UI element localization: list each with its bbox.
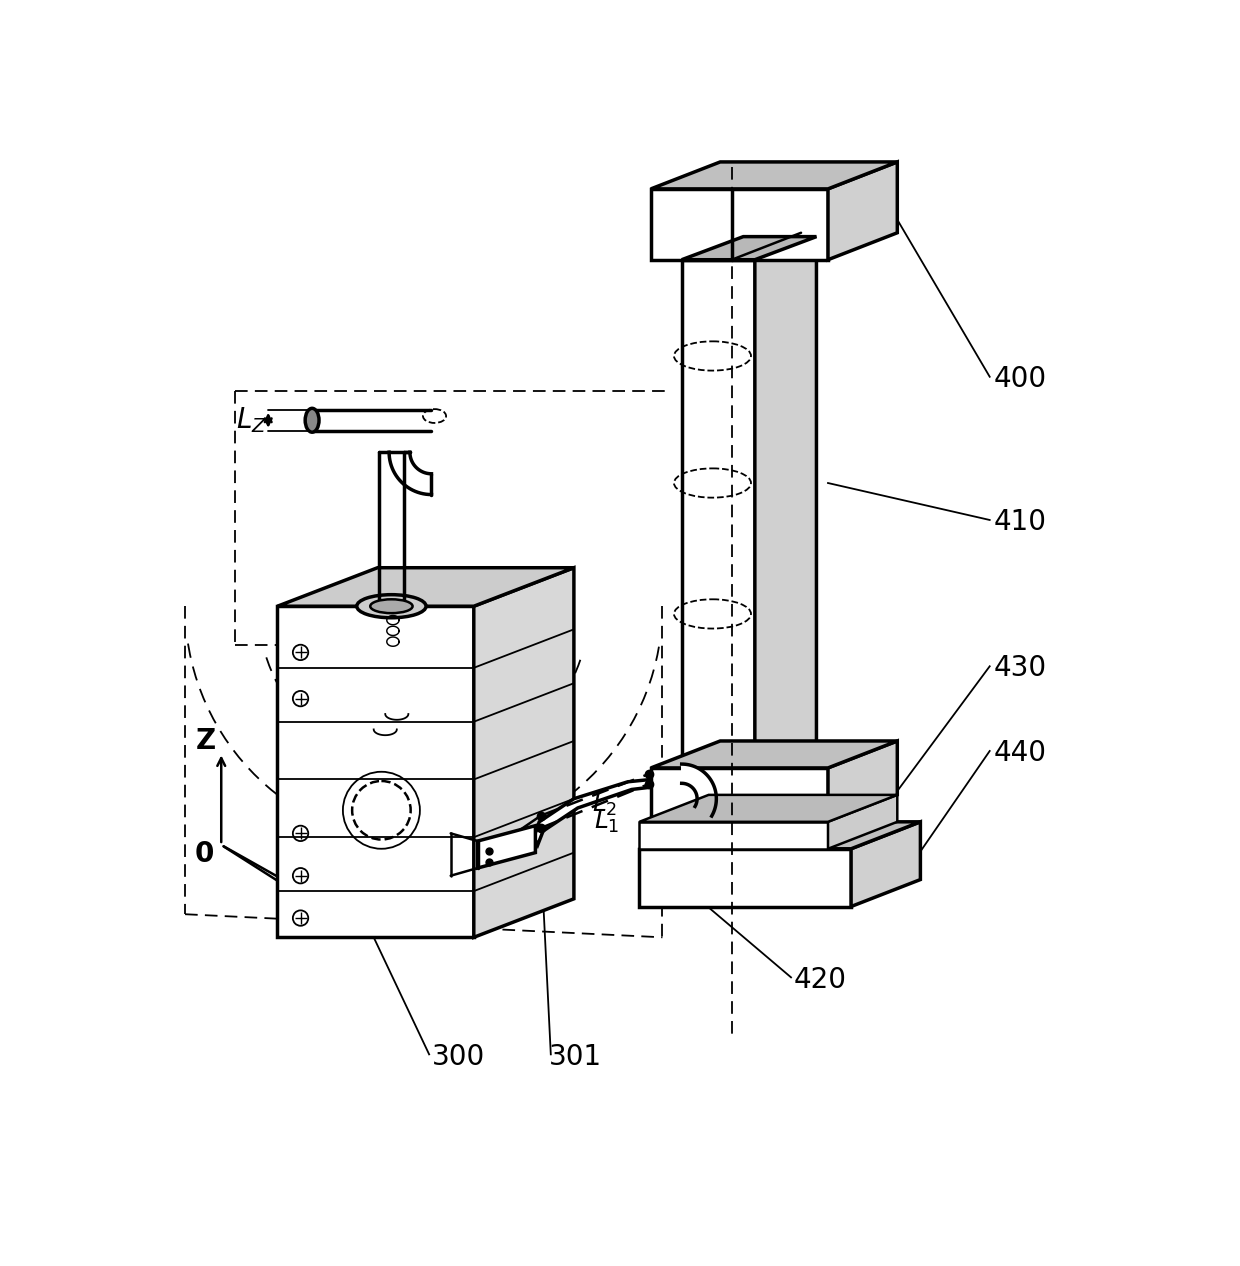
Polygon shape — [534, 780, 651, 844]
Polygon shape — [682, 765, 717, 817]
Polygon shape — [828, 741, 898, 822]
Polygon shape — [651, 189, 828, 260]
Ellipse shape — [357, 595, 427, 618]
Polygon shape — [682, 260, 755, 776]
Polygon shape — [828, 795, 898, 848]
Text: 410: 410 — [993, 508, 1047, 536]
Text: 301: 301 — [549, 1043, 603, 1071]
Polygon shape — [651, 741, 898, 768]
Polygon shape — [682, 237, 816, 260]
Polygon shape — [640, 822, 920, 848]
Polygon shape — [640, 848, 851, 906]
Polygon shape — [755, 237, 816, 776]
Polygon shape — [651, 162, 898, 189]
Polygon shape — [278, 567, 574, 606]
Text: 0: 0 — [195, 841, 215, 868]
Ellipse shape — [305, 409, 319, 432]
Text: 300: 300 — [432, 1043, 485, 1071]
Text: Z: Z — [196, 727, 216, 755]
Polygon shape — [477, 825, 536, 868]
Polygon shape — [474, 567, 574, 937]
Ellipse shape — [371, 599, 413, 613]
Polygon shape — [640, 822, 828, 848]
Polygon shape — [640, 795, 898, 822]
Polygon shape — [851, 822, 920, 906]
Text: X: X — [309, 887, 330, 915]
Text: 440: 440 — [993, 738, 1047, 766]
Text: $L_Z$: $L_Z$ — [237, 405, 268, 434]
Text: Y: Y — [308, 879, 329, 906]
Polygon shape — [278, 606, 474, 937]
Polygon shape — [651, 768, 828, 822]
Text: 400: 400 — [993, 365, 1047, 392]
Text: 430: 430 — [993, 653, 1047, 682]
Text: 420: 420 — [794, 966, 847, 994]
Text: $L_2$: $L_2$ — [591, 791, 618, 818]
Polygon shape — [828, 162, 898, 260]
Text: $L_1$: $L_1$ — [594, 809, 619, 834]
